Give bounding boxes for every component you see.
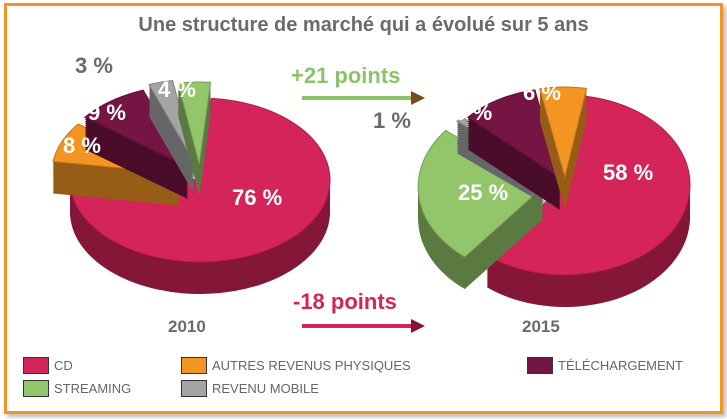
label-2015-mobile: 1 % <box>373 108 411 133</box>
pie-2010-slice-téléchargement <box>83 89 190 200</box>
label-2010-telechargement: 9 % <box>88 100 126 125</box>
label-2015-telechargement: 10 % <box>442 100 493 125</box>
legend-label: CD <box>54 358 73 373</box>
legend-swatch <box>23 357 49 374</box>
streaming-arrow <box>302 91 425 105</box>
pie-2015-slice-autres-revenus-physiques <box>539 86 588 210</box>
legend-swatch <box>23 380 49 397</box>
pie-2010-slice-streaming <box>177 81 212 197</box>
legend-swatch <box>527 357 553 374</box>
label-2010-cd: 76 % <box>232 185 283 210</box>
chart-title: Une structure de marché qui a évolué sur… <box>138 14 589 36</box>
label-2010-streaming: 4 % <box>158 77 196 102</box>
legend-swatch <box>181 380 207 397</box>
pie-2015-slice-streaming <box>417 129 544 290</box>
legend-label: AUTRES REVENUS PHYSIQUES <box>212 358 411 373</box>
label-2010-autres: 8 % <box>63 133 101 158</box>
legend-telechargement: TÉLÉCHARGEMENT <box>527 357 683 374</box>
year-2015: 2015 <box>522 317 560 336</box>
pie-2015-slice-téléchargement <box>466 89 561 211</box>
pie-2015-slice-cd <box>485 95 691 307</box>
legend-mobile: REVENU MOBILE <box>181 380 319 397</box>
legend-label: REVENU MOBILE <box>212 381 319 396</box>
legend-streaming: STREAMING <box>23 380 131 397</box>
cd-change-annotation: -18 points <box>293 289 397 314</box>
cd-arrow <box>302 319 425 333</box>
pie-2010-slice-revenu-mobile <box>148 79 195 194</box>
label-2015-streaming: 25 % <box>458 180 509 205</box>
label-2015-cd: 58 % <box>603 160 654 185</box>
streaming-change-annotation: +21 points <box>291 63 401 88</box>
legend-autres: AUTRES REVENUS PHYSIQUES <box>181 357 411 374</box>
year-2010: 2010 <box>168 317 206 336</box>
label-2015-autres: 6 % <box>523 80 561 105</box>
legend-swatch <box>181 357 207 374</box>
legend-label: TÉLÉCHARGEMENT <box>558 358 683 373</box>
label-2010-mobile: 3 % <box>75 53 113 78</box>
legend-label: STREAMING <box>54 381 132 396</box>
chart-frame <box>4 3 723 414</box>
legend-cd: CD <box>23 357 73 374</box>
